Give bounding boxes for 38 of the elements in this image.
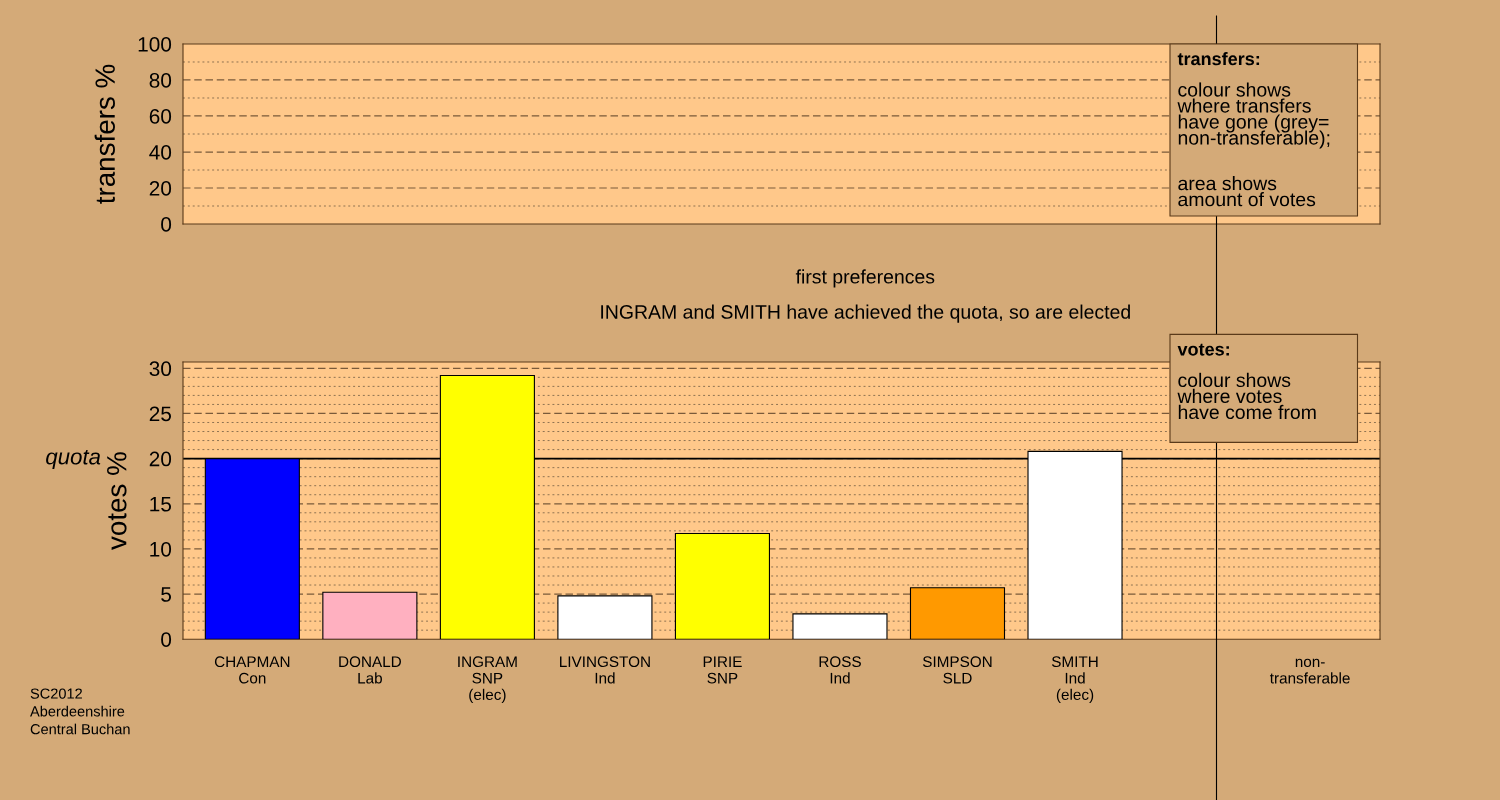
annotation: transfers: [1177, 52, 1260, 66]
y-tick-label: 25 [149, 406, 172, 422]
annotation: colour shows where transfers have gone (grey= non-transferable); [1177, 82, 1330, 149]
y-tick-label: 15 [150, 496, 172, 512]
bar [557, 595, 653, 640]
y-tick-label: 100 [138, 37, 172, 52]
y-tick-label: 20 [149, 181, 172, 196]
chart-subtitle: INGRAM and SMITH have achieved the quota, so are elected [601, 304, 1130, 323]
ref-line-label: quota [46, 449, 101, 469]
y-tick-label: 40 [149, 145, 172, 160]
x-tick-label: SMITH Ind (elec) [1051, 656, 1098, 704]
y-tick-label: 10 [150, 541, 172, 557]
annotation: colour shows where votes have come from [1177, 372, 1316, 420]
bar [792, 613, 888, 640]
x-tick-label: DONALD Lab [339, 656, 401, 684]
y-axis-title: transfers % [94, 64, 115, 204]
x-tick-label: LIVINGSTON Ind [560, 656, 650, 684]
y-axis-title: votes % [107, 452, 127, 550]
y-tick-label: 20 [149, 451, 172, 467]
chart-title: first preferences [795, 269, 935, 288]
y-tick-label: 30 [149, 361, 172, 377]
y-tick-label: 0 [161, 632, 172, 647]
bar [322, 591, 418, 640]
x-tick-label: SIMPSON SLD [922, 656, 992, 684]
x-tick-label: CHAPMAN Con [214, 656, 290, 684]
text: SC2012 Aberdeenshire Central Buchan [30, 688, 130, 735]
y-tick-label: 0 [161, 217, 172, 232]
x-tick-label: non- transferable [1269, 658, 1350, 684]
annotation: area shows amount of votes [1178, 176, 1316, 207]
y-tick-label: 80 [149, 73, 172, 88]
text: votes: [1177, 343, 1229, 356]
x-tick-label: INGRAM SNP (elec) [458, 656, 517, 704]
bar [674, 533, 771, 640]
bar [909, 587, 1006, 640]
y-tick-label: 60 [149, 109, 172, 124]
y-tick-label: 5 [161, 587, 172, 602]
x-tick-label: ROSS Ind [819, 656, 861, 684]
x-tick-label: PIRIE SNP [703, 656, 742, 684]
